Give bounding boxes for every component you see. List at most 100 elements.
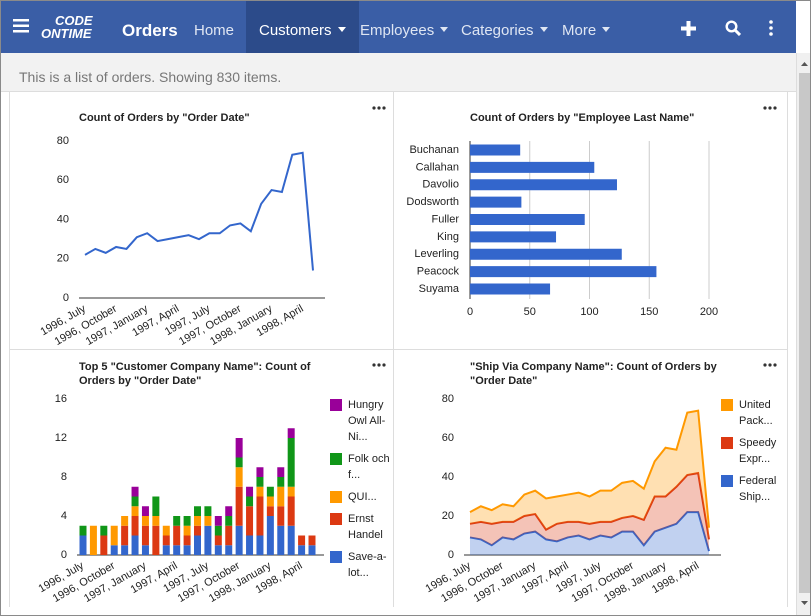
area <box>470 410 709 540</box>
bar-segment <box>246 535 254 555</box>
bar-segment <box>131 535 139 555</box>
legend-item: Ernst Handel <box>330 511 398 543</box>
bar-segment <box>152 496 160 516</box>
x-tick-label: 150 <box>640 306 658 318</box>
chart-menu[interactable] <box>763 106 777 110</box>
bar-segment <box>173 516 181 526</box>
bar-segment <box>266 516 274 555</box>
add-icon[interactable] <box>681 21 696 36</box>
y-tick-label: 40 <box>57 213 69 225</box>
logo-top: CODE <box>55 13 93 28</box>
legend-swatch <box>721 475 733 487</box>
bar-segment <box>79 525 87 536</box>
y-tick-label: Buchanan <box>409 144 459 156</box>
nav-item[interactable]: Employees <box>360 1 449 53</box>
bar-segment <box>256 486 264 497</box>
bar-segment <box>100 535 108 555</box>
bar <box>470 196 522 208</box>
bar-segment <box>131 506 139 516</box>
legend-swatch <box>330 399 342 411</box>
bar-segment <box>277 477 285 487</box>
x-tick-label: 200 <box>700 306 718 318</box>
bar-segment <box>204 506 212 516</box>
legend-label: Folk och f... <box>348 453 390 481</box>
bar-segment <box>162 525 170 536</box>
scrollbar-art <box>799 62 810 605</box>
bar-segment <box>162 545 170 555</box>
more-icon[interactable] <box>768 20 774 36</box>
bar-segment <box>235 525 243 555</box>
nav-label: More <box>562 22 597 39</box>
bar <box>470 231 557 243</box>
logo[interactable]: CODE ONTIME <box>41 14 93 40</box>
app-title[interactable]: Orders <box>122 21 178 40</box>
line <box>84 151 314 271</box>
bar-segment <box>183 545 191 555</box>
y-tick-label: 8 <box>61 471 67 483</box>
bar <box>470 214 585 225</box>
bar-segment <box>173 545 181 555</box>
legend-item: Speedy Expr... <box>721 435 789 467</box>
nav-label: Employees <box>360 22 435 39</box>
logo-bottom: ONTIME <box>41 26 92 41</box>
bar-segment <box>194 535 201 555</box>
bar-segment <box>194 516 201 526</box>
bar-segment <box>131 516 139 536</box>
bar-segment <box>246 506 254 536</box>
legend-swatch <box>721 399 733 411</box>
x-tick-label: 100 <box>580 306 598 318</box>
navbar: CODE ONTIME Orders Home Customers Employ… <box>1 1 796 53</box>
legend: Hungry Owl All-Ni... Folk och f... QUI... E… <box>330 397 398 587</box>
y-tick-label: 20 <box>57 253 69 265</box>
bar-segment <box>225 525 233 546</box>
y-tick-label: 40 <box>442 471 454 483</box>
legend-swatch <box>330 513 342 525</box>
bar-segment <box>256 477 264 487</box>
bar-segment <box>79 535 87 555</box>
y-tick-label: Leverling <box>414 248 459 260</box>
search-icon[interactable] <box>725 20 741 36</box>
chart-menu[interactable] <box>372 106 386 110</box>
legend-item: Hungry Owl All-Ni... <box>330 397 398 445</box>
y-tick-label: 60 <box>57 174 69 186</box>
legend-swatch <box>721 437 733 449</box>
bar-segment <box>235 438 243 458</box>
y-tick-label: Davolio <box>422 179 459 191</box>
y-tick-label: 16 <box>55 393 67 405</box>
y-tick-label: 12 <box>55 432 67 444</box>
legend-label: Ernst Handel <box>348 513 383 541</box>
area-line <box>469 471 710 540</box>
bar-segment <box>287 428 295 438</box>
bar-segment <box>183 516 191 526</box>
y-tick-label: 80 <box>57 135 69 147</box>
nav-item[interactable]: More <box>562 1 611 53</box>
nav-item[interactable]: Customers <box>246 1 359 53</box>
bar-segment <box>277 486 285 507</box>
bar <box>470 144 521 156</box>
bar <box>470 179 617 191</box>
area <box>470 473 709 552</box>
nav-label: Categories <box>461 22 534 39</box>
bar-segment <box>141 545 149 555</box>
y-tick-label: 0 <box>61 549 67 561</box>
legend-item: QUI... <box>330 489 398 505</box>
legend-item: Save-a-lot... <box>330 549 398 581</box>
area <box>470 512 709 555</box>
bar-segment <box>235 457 243 468</box>
chart-menu[interactable] <box>763 363 777 367</box>
chart-menu[interactable] <box>372 363 386 367</box>
bar-segment <box>141 516 149 526</box>
nav-item[interactable]: Categories <box>461 1 548 53</box>
scrollbar[interactable] <box>796 53 810 615</box>
bar-segment <box>246 486 254 497</box>
legend-swatch <box>330 551 342 563</box>
bar-segment <box>277 506 285 526</box>
menu-icon[interactable] <box>13 19 29 33</box>
bar-segment <box>235 467 243 487</box>
y-tick-label: 60 <box>442 432 454 444</box>
bar-segment <box>298 545 306 555</box>
nav-item[interactable]: Home <box>194 22 235 39</box>
